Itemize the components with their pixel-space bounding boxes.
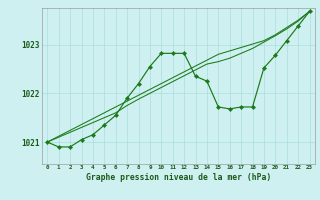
X-axis label: Graphe pression niveau de la mer (hPa): Graphe pression niveau de la mer (hPa) [86,173,271,182]
